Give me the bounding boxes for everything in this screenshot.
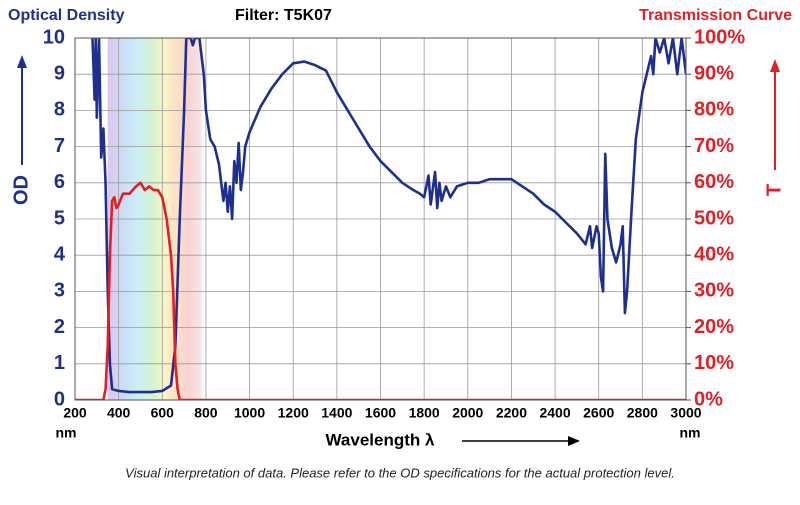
footnote: Visual interpretation of data. Please re…	[125, 465, 675, 480]
x-tick-label: 2000	[452, 405, 483, 421]
x-tick-label: 1000	[234, 405, 265, 421]
y-tick-label: 10	[43, 26, 65, 48]
x-unit-right: nm	[680, 425, 701, 441]
x-axis-arrowhead	[568, 436, 580, 446]
x-tick-label: 1600	[365, 405, 396, 421]
y2-tick-label: 70%	[694, 135, 734, 157]
y-tick-label: 2	[54, 316, 65, 338]
x-tick-label: 400	[107, 405, 131, 421]
series-line	[75, 181, 686, 400]
y2-axis-label: T	[763, 184, 785, 196]
left-series-title: Optical Density	[8, 7, 125, 24]
x-tick-label: 2800	[627, 405, 658, 421]
y-axis-label: OD	[10, 175, 32, 205]
x-axis-label: Wavelength λ	[326, 430, 435, 449]
y-tick-label: 9	[54, 62, 65, 84]
series-line	[91, 38, 686, 394]
y-tick-label: 5	[54, 207, 65, 229]
y-tick-label: 3	[54, 280, 65, 302]
x-tick-label: 2200	[496, 405, 527, 421]
y2-tick-label: 10%	[694, 352, 734, 374]
y2-tick-label: 30%	[694, 280, 734, 302]
x-unit-left: nm	[56, 425, 77, 441]
y2-tick-label: 80%	[694, 99, 734, 121]
y-tick-label: 0	[54, 388, 65, 410]
y-axis-arrowhead	[17, 55, 27, 68]
y-tick-label: 6	[54, 171, 65, 193]
right-series-title: Transmission Curve	[639, 7, 792, 24]
y2-tick-label: 0%	[694, 388, 723, 410]
x-tick-label: 2400	[539, 405, 570, 421]
y2-axis-arrowhead	[770, 59, 780, 72]
y-tick-label: 7	[54, 135, 65, 157]
x-tick-label: 200	[63, 405, 87, 421]
x-tick-label: 600	[151, 405, 175, 421]
y-tick-label: 4	[54, 243, 66, 265]
x-tick-label: 1400	[321, 405, 352, 421]
chart-title: Filter: T5K07	[235, 7, 332, 24]
y-tick-label: 1	[54, 352, 65, 374]
x-tick-label: 1200	[278, 405, 309, 421]
y2-tick-label: 60%	[694, 171, 734, 193]
x-tick-label: 3000	[670, 405, 701, 421]
y2-tick-label: 50%	[694, 207, 734, 229]
y2-tick-label: 100%	[694, 26, 745, 48]
y2-tick-label: 90%	[694, 62, 734, 84]
y2-tick-label: 40%	[694, 243, 734, 265]
y2-tick-label: 20%	[694, 316, 734, 338]
x-tick-label: 1800	[409, 405, 440, 421]
x-tick-label: 800	[194, 405, 218, 421]
y-tick-label: 8	[54, 99, 65, 121]
x-tick-label: 2600	[583, 405, 614, 421]
